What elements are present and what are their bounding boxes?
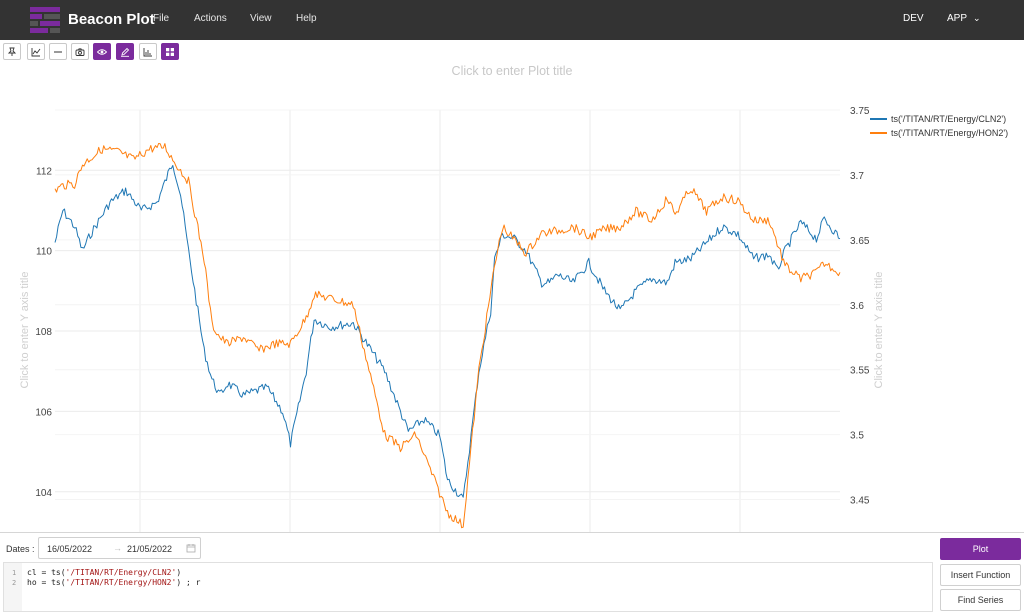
series-line-hon2 <box>54 143 841 529</box>
environment-label: DEV <box>903 13 924 24</box>
date-from-input[interactable]: 16/05/2022 <box>47 544 93 554</box>
legend-item-hon2[interactable]: ts('/TITAN/RT/Energy/HON2') <box>870 126 1008 140</box>
y2-tick-label: 3.45 <box>850 496 870 507</box>
y-tick-label: 112 <box>36 166 52 177</box>
legend-label-hon2: ts('/TITAN/RT/Energy/HON2') <box>891 128 1009 138</box>
code-editor[interactable]: 1 2 cl = ts('/TITAN/RT/Energy/CLN2') ho … <box>3 562 933 612</box>
calendar-icon[interactable] <box>186 543 196 553</box>
horizontal-line-tool-button[interactable] <box>49 43 67 60</box>
line-chart-icon <box>31 47 41 56</box>
legend-swatch-hon2 <box>870 132 887 134</box>
insert-function-button[interactable]: Insert Function <box>940 564 1021 586</box>
legend-swatch-cln2 <box>870 118 887 120</box>
beacon-logo-icon <box>30 7 60 33</box>
menu-view[interactable]: View <box>250 13 272 24</box>
y-axis-title-placeholder[interactable]: Click to enter Y axis title <box>19 272 31 389</box>
query-panel: Dates : 16/05/2022 → 21/05/2022 1 2 cl =… <box>0 532 1024 613</box>
app-menu[interactable]: APP ⌄ <box>947 13 981 24</box>
y-tick-label: 108 <box>35 327 52 338</box>
line-chart[interactable]: 104 106 108 110 112 3.45 3.5 3.55 3.6 3.65 3.7 3.75… <box>0 0 1024 532</box>
top-navigation-bar: Beacon Plot File Actions View Help DEV A… <box>0 0 1024 40</box>
y2-tick-label: 3.5 <box>850 431 864 442</box>
find-series-button[interactable]: Find Series <box>940 589 1021 611</box>
draw-tool-button[interactable] <box>116 43 134 60</box>
date-range-arrow-icon: → <box>113 543 122 553</box>
date-to-input[interactable]: 21/05/2022 <box>127 544 173 554</box>
chevron-down-icon: ⌄ <box>973 13 981 23</box>
y2-tick-label: 3.55 <box>850 366 870 377</box>
y2-tick-label: 3.6 <box>850 301 864 312</box>
series-line-cln2 <box>54 165 841 498</box>
camera-icon <box>75 47 85 56</box>
bar-chart-icon <box>143 47 152 56</box>
editor-gutter <box>4 563 22 611</box>
line-number: 1 <box>12 569 17 577</box>
y-tick-label: 104 <box>35 488 52 499</box>
app-brand: Beacon Plot <box>68 11 155 28</box>
bar-chart-tool-button[interactable] <box>139 43 157 60</box>
code-line: cl = ts('/TITAN/RT/Energy/CLN2') <box>27 568 182 577</box>
y2-axis-title-placeholder[interactable]: Click to enter Y axis title <box>873 272 885 389</box>
plot-button[interactable]: Plot <box>940 538 1021 560</box>
y2-tick-label: 3.65 <box>850 236 870 247</box>
chart-legend[interactable]: ts('/TITAN/RT/Energy/CLN2') ts('/TITAN/R… <box>870 112 1008 140</box>
legend-label-cln2: ts('/TITAN/RT/Energy/CLN2') <box>891 114 1007 124</box>
eye-icon <box>97 48 107 55</box>
y2-tick-label: 3.75 <box>850 106 870 117</box>
screenshot-tool-button[interactable] <box>71 43 89 60</box>
y2-tick-label: 3.7 <box>850 171 864 182</box>
y-tick-label: 106 <box>35 407 52 418</box>
grid-icon <box>166 47 174 56</box>
plot-title-placeholder[interactable]: Click to enter Plot title <box>451 64 573 78</box>
menu-actions[interactable]: Actions <box>194 13 227 24</box>
pencil-icon <box>121 47 130 57</box>
menu-help[interactable]: Help <box>296 13 317 24</box>
visibility-tool-button[interactable] <box>93 43 111 60</box>
line-chart-tool-button[interactable] <box>27 43 45 60</box>
code-line: ho = ts('/TITAN/RT/Energy/HON2') ; r <box>27 578 201 587</box>
horizontal-line-icon <box>54 51 62 52</box>
pin-icon <box>7 47 17 56</box>
legend-item-cln2[interactable]: ts('/TITAN/RT/Energy/CLN2') <box>870 112 1008 126</box>
dates-label: Dates : <box>6 544 35 554</box>
grid-tool-button[interactable] <box>161 43 179 60</box>
line-number: 2 <box>12 579 17 587</box>
pin-tool-button[interactable] <box>3 43 21 60</box>
y-tick-label: 110 <box>36 247 52 258</box>
app-menu-label: APP <box>947 13 968 24</box>
date-range-picker[interactable]: 16/05/2022 → 21/05/2022 <box>38 537 201 559</box>
menu-file[interactable]: File <box>153 13 170 24</box>
